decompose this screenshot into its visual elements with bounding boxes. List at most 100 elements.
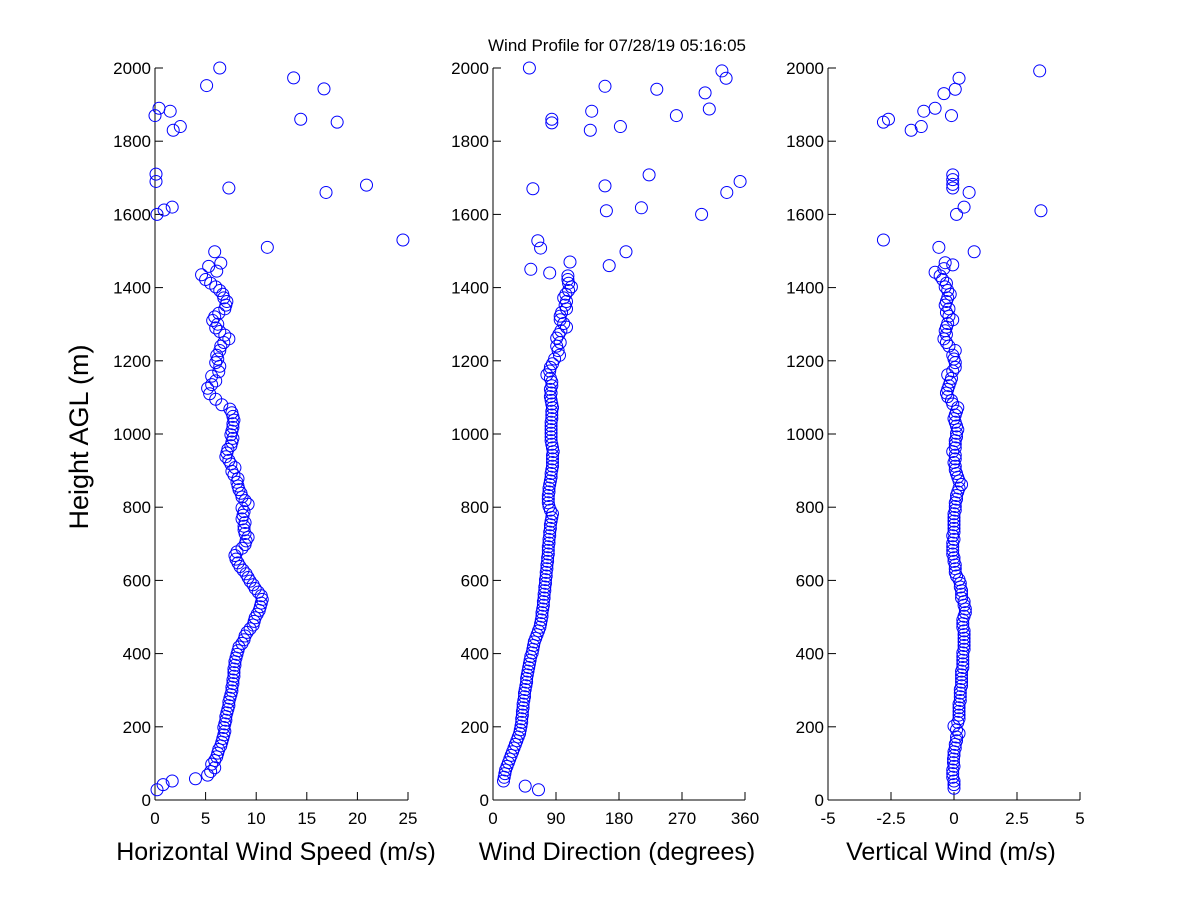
- y-tick-label: 600: [123, 571, 151, 590]
- data-point: [946, 770, 960, 784]
- y-tick-label: 800: [796, 498, 824, 517]
- data-point: [950, 419, 964, 433]
- data-point: [222, 699, 236, 713]
- data-point: [943, 375, 957, 389]
- data-point: [1033, 64, 1047, 78]
- data-point: [950, 734, 964, 748]
- x-axis-label: Vertical Wind (m/s): [846, 838, 1056, 866]
- y-tick-label: 1600: [113, 205, 151, 224]
- data-point: [952, 71, 966, 85]
- data-point: [955, 478, 969, 492]
- data-point: [555, 305, 569, 319]
- data-point: [951, 485, 965, 499]
- data-point: [948, 452, 962, 466]
- x-tick-label: 10: [247, 809, 266, 828]
- data-point: [948, 565, 962, 579]
- data-point: [928, 101, 942, 115]
- data-point: [955, 591, 969, 605]
- data-point: [227, 666, 241, 680]
- data-point: [240, 625, 254, 639]
- data-point: [238, 494, 252, 508]
- x-tick-label: 360: [731, 809, 759, 828]
- data-point: [541, 543, 555, 557]
- data-point: [953, 690, 967, 704]
- data-point: [150, 207, 164, 221]
- x-tick-label: -2.5: [876, 809, 905, 828]
- data-point: [946, 756, 960, 770]
- data-point: [937, 262, 951, 276]
- data-point: [360, 178, 374, 192]
- x-tick-label: 25: [399, 809, 418, 828]
- y-tick-label: 1200: [451, 352, 489, 371]
- data-point: [947, 532, 961, 546]
- y-tick-label: 2000: [451, 59, 489, 78]
- data-point: [235, 541, 249, 555]
- data-point: [202, 259, 216, 273]
- data-point: [583, 123, 597, 137]
- x-tick-label: 270: [668, 809, 696, 828]
- x-tick-label: 5: [1075, 809, 1084, 828]
- data-point: [938, 256, 952, 270]
- y-tick-label: 0: [815, 791, 824, 810]
- data-point: [958, 606, 972, 620]
- data-point: [552, 327, 566, 341]
- data-point: [947, 554, 961, 568]
- data-point: [545, 408, 559, 422]
- x-tick-label: 0: [949, 809, 958, 828]
- data-point: [955, 668, 969, 682]
- data-point: [957, 631, 971, 645]
- data-point: [955, 675, 969, 689]
- data-point: [518, 690, 531, 704]
- data-point: [246, 578, 260, 592]
- data-point: [946, 177, 960, 191]
- data-point: [917, 104, 931, 118]
- data-point: [957, 628, 971, 642]
- y-tick-label: 2000: [113, 59, 151, 78]
- data-point: [212, 365, 226, 379]
- data-point: [560, 295, 573, 309]
- data-point: [542, 485, 556, 499]
- data-point: [205, 369, 219, 383]
- data-point: [957, 635, 971, 649]
- data-point: [515, 715, 529, 729]
- data-point: [946, 547, 960, 561]
- data-point: [149, 174, 163, 188]
- data-point: [548, 352, 562, 366]
- y-tick-label: 0: [142, 791, 151, 810]
- data-point: [881, 112, 895, 126]
- y-tick-label: 400: [796, 645, 824, 664]
- data-point: [952, 701, 966, 715]
- data-point: [221, 442, 235, 456]
- data-point: [553, 348, 566, 362]
- data-point: [956, 620, 970, 634]
- data-point: [531, 234, 545, 248]
- data-point: [719, 71, 733, 85]
- data-point: [213, 325, 227, 339]
- y-tick-label: 800: [123, 498, 151, 517]
- data-point: [563, 255, 577, 269]
- data-point: [946, 258, 960, 272]
- data-point: [946, 168, 960, 182]
- data-point: [702, 102, 716, 116]
- data-point: [947, 412, 961, 426]
- data-point: [228, 461, 242, 475]
- data-point: [538, 584, 552, 598]
- data-point: [319, 185, 333, 199]
- data-point: [544, 423, 558, 437]
- data-point: [941, 291, 955, 305]
- data-point: [235, 636, 249, 650]
- data-point: [287, 71, 301, 85]
- data-point: [544, 419, 558, 433]
- data-point: [544, 434, 558, 448]
- panel-speed: 0 200 400 600 800 1000 1200 1400 1600 1800 2000 0 5 1…: [113, 59, 436, 866]
- data-point: [948, 82, 962, 96]
- data-point: [515, 708, 529, 722]
- data-point: [946, 445, 960, 459]
- data-point: [532, 783, 545, 797]
- data-point: [541, 554, 555, 568]
- data-point: [518, 779, 532, 793]
- data-point: [967, 245, 981, 259]
- data-point: [952, 704, 966, 718]
- data-point: [209, 321, 223, 335]
- data-point: [544, 426, 558, 440]
